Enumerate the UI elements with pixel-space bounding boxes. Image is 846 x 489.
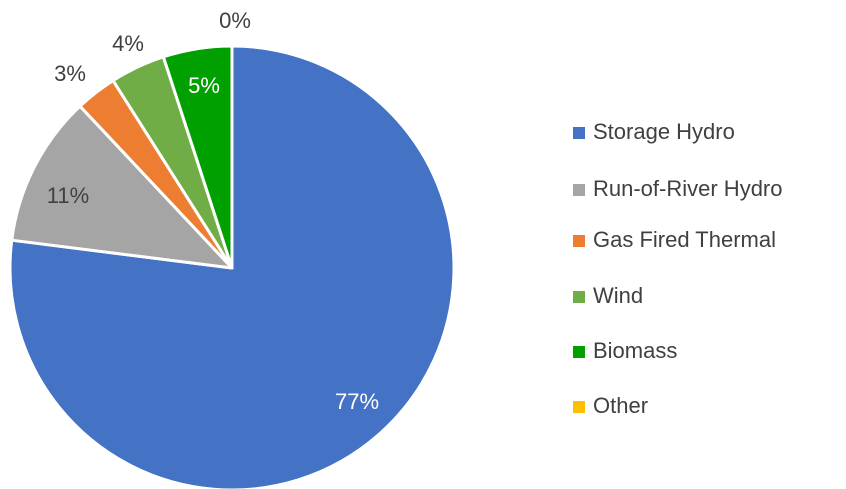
data-label: 3% [54,61,86,86]
legend-swatch [573,235,585,247]
data-label: 11% [47,183,89,208]
legend-swatch [573,291,585,303]
legend-swatch [573,346,585,358]
data-label: 77% [335,389,379,414]
legend-label: Wind [593,283,643,308]
legend-label: Other [593,393,648,418]
legend-swatch [573,184,585,196]
legend-swatch [573,401,585,413]
legend-label: Storage Hydro [593,119,735,144]
pie-slice [10,104,234,270]
data-label: 0% [219,8,251,33]
legend-label: Gas Fired Thermal [593,227,776,252]
data-label: 5% [188,73,220,98]
legend-label: Biomass [593,338,677,363]
legend-label: Run-of-River Hydro [593,176,783,201]
legend-swatch [573,127,585,139]
data-label: 4% [112,31,144,56]
